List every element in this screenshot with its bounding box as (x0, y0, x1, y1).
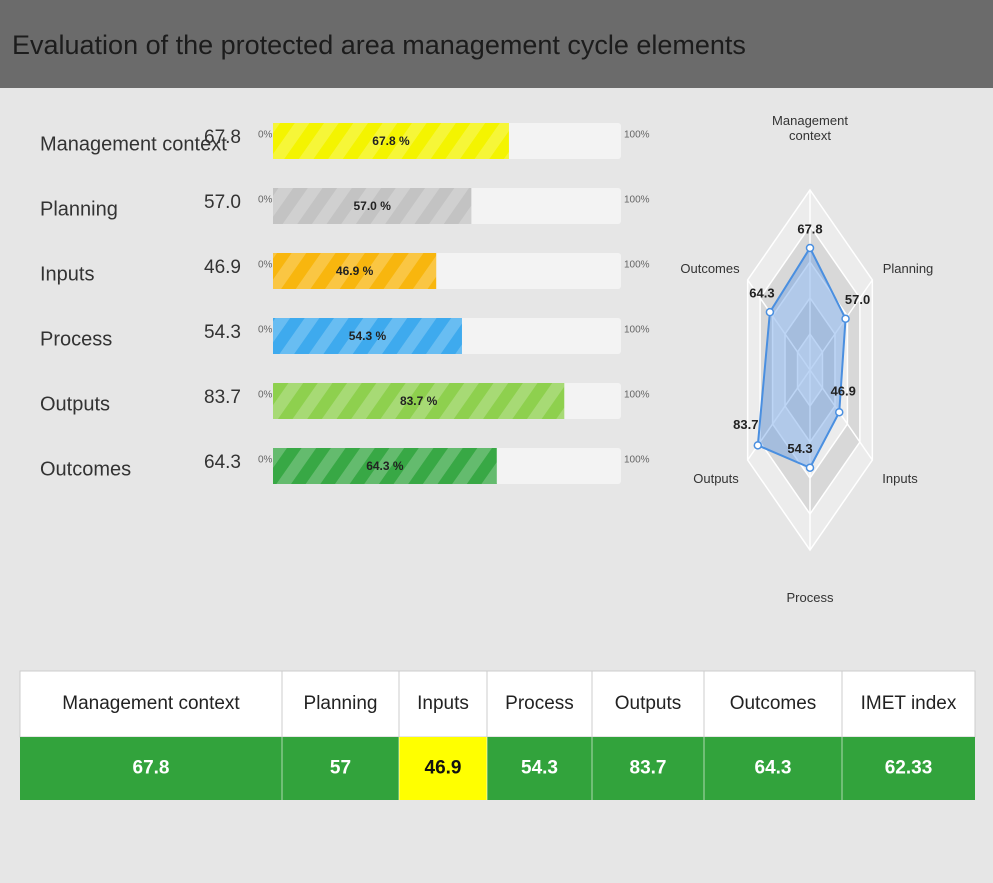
max-label: 100% (624, 455, 650, 466)
bar-label: 64.3 % (366, 459, 404, 473)
table-cell (842, 737, 975, 800)
bar-stripes (273, 318, 462, 354)
table-header: Inputs (417, 693, 469, 714)
bar-label: 46.9 % (336, 264, 374, 278)
table-header: Process (505, 693, 574, 714)
table-header: Outputs (615, 693, 682, 714)
radar-spoke (809, 279, 873, 371)
table-header-bg (19, 670, 976, 738)
min-label: 0% (258, 455, 273, 466)
table-value: 67.8 (133, 758, 170, 779)
bar-stripes (273, 188, 472, 224)
row-label: Outputs (40, 393, 110, 415)
bar-label: 67.8 % (372, 134, 410, 148)
table-value: 57 (330, 758, 351, 779)
table-value: 46.9 (425, 758, 462, 779)
bar-label: 83.7 % (400, 394, 438, 408)
table-cell (282, 737, 399, 800)
bar-label: 54.3 % (349, 329, 387, 343)
max-label: 100% (624, 325, 650, 336)
radar-axis-label: Planning (882, 260, 934, 276)
max-label: 100% (624, 130, 650, 141)
min-label: 0% (258, 130, 273, 141)
min-label: 0% (258, 260, 273, 271)
min-label: 0% (258, 390, 273, 401)
radar-value-label: 83.7 (733, 417, 758, 432)
radar-point (805, 243, 815, 253)
row-value: 64.3 (204, 452, 241, 473)
table-cell (704, 737, 842, 800)
table-value: 83.7 (630, 758, 667, 779)
table-value: 54.3 (521, 758, 558, 779)
table-value: 64.3 (755, 758, 792, 779)
radar-value-label: 54.3 (787, 441, 812, 456)
max-label: 100% (624, 195, 650, 206)
row-value: 46.9 (204, 257, 241, 278)
max-label: 100% (624, 260, 650, 271)
row-label: Process (40, 328, 112, 350)
radar-value-label: 57.0 (845, 292, 870, 307)
table-cell (20, 737, 282, 800)
table-header: Management context (62, 693, 240, 714)
radar-point (753, 441, 763, 450)
bar-label: 57.0 % (354, 199, 392, 213)
table-cell (399, 737, 487, 800)
radar-axis-label: Outcomes (680, 260, 740, 276)
row-label: Inputs (40, 263, 94, 285)
radar-axis-label: Process (786, 589, 834, 605)
page-title: Evaluation of the protected area managem… (12, 30, 746, 60)
radar-axis-label: Outputs (693, 470, 739, 486)
row-value: 57.0 (204, 192, 241, 213)
radar-value-label: 46.9 (831, 384, 856, 399)
radar-spoke (747, 279, 811, 371)
table-header: Planning (304, 693, 378, 714)
row-value: 54.3 (204, 322, 241, 343)
row-label: Outcomes (40, 458, 131, 480)
radar-point (841, 314, 850, 323)
bar-stripes (273, 383, 565, 419)
row-label: Planning (40, 198, 118, 220)
table-header: IMET index (861, 693, 957, 714)
min-label: 0% (258, 325, 273, 336)
table-cell (487, 737, 592, 800)
radar-point (805, 463, 815, 472)
bar-stripes (273, 123, 509, 159)
min-label: 0% (258, 195, 273, 206)
radar-value-label: 64.3 (749, 286, 774, 301)
radar-axis-label: Inputs (882, 470, 918, 486)
max-label: 100% (624, 390, 650, 401)
table-header: Outcomes (730, 693, 817, 714)
bar-stripes (273, 448, 497, 484)
radar-value-label: 67.8 (797, 221, 822, 236)
radar-axis-label: Management context (772, 113, 848, 143)
radar-point (765, 307, 775, 317)
row-label: Management context (40, 133, 227, 155)
table-cell (592, 737, 704, 800)
table-value: 62.33 (885, 758, 933, 779)
row-value: 83.7 (204, 387, 241, 408)
header-bar (0, 0, 993, 88)
bar-stripes (273, 253, 437, 289)
radar-point (834, 407, 844, 417)
row-value: 67.8 (204, 127, 241, 148)
